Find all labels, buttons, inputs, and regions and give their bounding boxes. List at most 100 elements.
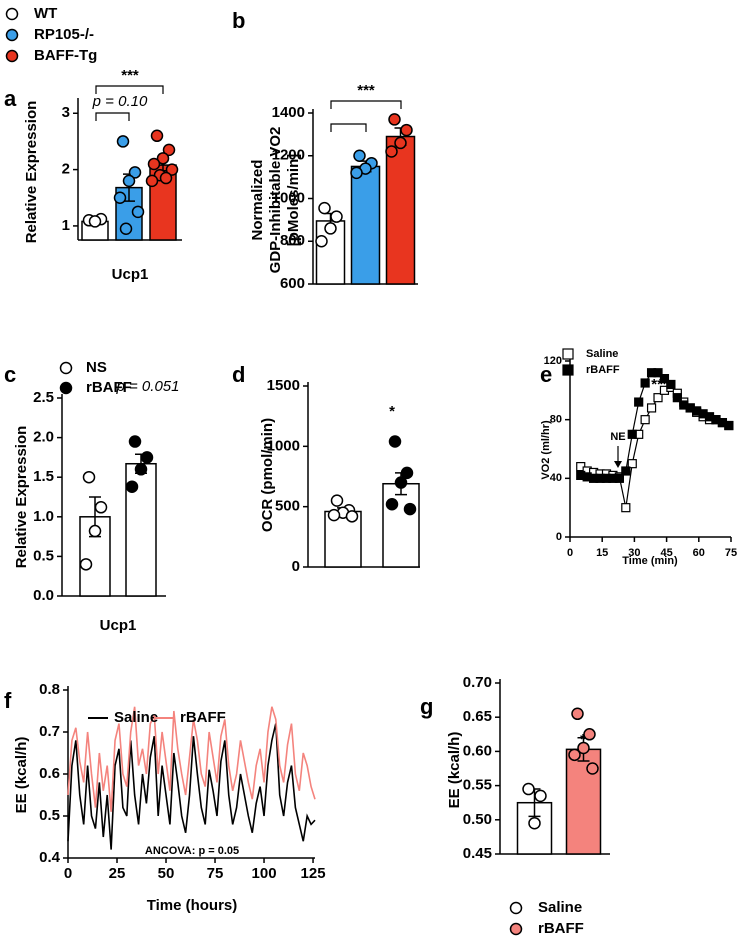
y-tick-label: 0.5 bbox=[39, 807, 60, 824]
data-point bbox=[119, 222, 133, 235]
data-point bbox=[122, 174, 136, 188]
data-point bbox=[165, 163, 179, 176]
legend-label: Saline bbox=[114, 709, 158, 726]
data-point bbox=[88, 524, 102, 538]
marker bbox=[672, 393, 682, 403]
data-point bbox=[128, 166, 142, 179]
x-tick-label: 60 bbox=[693, 547, 705, 559]
legend-label: BAFF-Tg bbox=[34, 47, 97, 64]
data-point bbox=[140, 451, 154, 464]
y-tick-label: 1 bbox=[62, 217, 70, 234]
y-tick-label: 0 bbox=[292, 558, 300, 575]
data-point bbox=[568, 748, 581, 762]
y-tick-label: 600 bbox=[280, 275, 305, 292]
data-point bbox=[79, 558, 93, 571]
x-tick-label: 125 bbox=[301, 865, 326, 882]
x-tick-label: 0 bbox=[567, 547, 573, 559]
y-axis-label: EE (kcal/h) bbox=[446, 732, 463, 809]
data-point bbox=[571, 707, 584, 721]
x-axis-label: Time (hours) bbox=[147, 897, 238, 914]
legend-label: rBAFF bbox=[180, 709, 226, 726]
bracket bbox=[330, 123, 367, 132]
x-tick-label: 50 bbox=[158, 865, 175, 882]
data-point bbox=[162, 143, 176, 157]
y-tick-label: 0.8 bbox=[39, 681, 60, 698]
x-tick-label: 75 bbox=[725, 547, 737, 559]
annotation: *** bbox=[121, 67, 139, 84]
data-point bbox=[315, 235, 328, 248]
category-label: Ucp1 bbox=[100, 617, 137, 634]
y-tick-label: 2.5 bbox=[33, 389, 54, 406]
y-axis-label: VO2 (ml/hr) bbox=[540, 420, 552, 480]
y-tick-label: 0.70 bbox=[463, 674, 492, 691]
legend-marker bbox=[5, 28, 19, 42]
data-point bbox=[156, 152, 170, 165]
data-point bbox=[583, 728, 596, 741]
legend-marker bbox=[5, 7, 19, 21]
annotation: NE bbox=[610, 431, 625, 443]
y-axis-label: OCR (pmol/min) bbox=[259, 418, 276, 532]
annotation: ANCOVA: p = 0.05 bbox=[145, 845, 239, 857]
data-point bbox=[388, 435, 402, 448]
data-point bbox=[327, 508, 341, 522]
marker bbox=[614, 473, 624, 483]
legend-label: Saline bbox=[538, 899, 582, 916]
annotation: * bbox=[389, 403, 395, 420]
legend-marker bbox=[562, 348, 574, 360]
y-tick-label: 40 bbox=[550, 472, 562, 484]
y-tick-label: 0.65 bbox=[463, 708, 492, 725]
data-point bbox=[385, 145, 398, 158]
y-tick-label: 3 bbox=[62, 104, 70, 121]
marker bbox=[621, 466, 631, 476]
data-point bbox=[522, 782, 535, 796]
marker bbox=[640, 378, 650, 388]
legend-label: NS bbox=[86, 359, 107, 376]
legend-marker bbox=[59, 361, 73, 375]
y-tick-label: 0.50 bbox=[463, 811, 492, 828]
marker bbox=[634, 397, 644, 407]
x-tick-label: 100 bbox=[252, 865, 277, 882]
legend-label: WT bbox=[34, 5, 57, 22]
y-tick-label: 1000 bbox=[272, 189, 305, 206]
data-point bbox=[586, 762, 599, 775]
data-point bbox=[577, 741, 590, 755]
panel-letter: g bbox=[420, 694, 433, 719]
bracket bbox=[95, 112, 130, 121]
data-point bbox=[159, 171, 173, 185]
data-point bbox=[394, 136, 407, 150]
marker bbox=[640, 415, 650, 425]
panel-letter: f bbox=[4, 688, 12, 713]
y-axis-label: Normalized bbox=[249, 160, 266, 241]
y-axis-label: Relative Expression bbox=[23, 101, 40, 244]
legend-marker bbox=[562, 364, 574, 376]
marker bbox=[653, 393, 663, 403]
arrow-head bbox=[614, 461, 622, 468]
x-tick-label: 0 bbox=[64, 865, 72, 882]
data-point bbox=[134, 463, 148, 476]
y-tick-label: 1000 bbox=[267, 437, 300, 454]
panel-letter: b bbox=[232, 8, 245, 33]
data-point bbox=[394, 476, 408, 489]
data-point bbox=[116, 135, 130, 148]
marker bbox=[621, 503, 631, 513]
y-tick-label: 1.0 bbox=[33, 508, 54, 525]
data-point bbox=[145, 174, 159, 188]
marker bbox=[666, 379, 676, 390]
y-tick-label: 1400 bbox=[272, 104, 305, 121]
legend-label: rBAFF bbox=[86, 379, 132, 396]
bracket bbox=[330, 100, 402, 109]
y-tick-label: 0.6 bbox=[39, 765, 60, 782]
data-point bbox=[113, 191, 127, 205]
data-point bbox=[147, 157, 161, 171]
bracket bbox=[95, 85, 164, 94]
data-point bbox=[330, 494, 344, 507]
y-tick-label: 0.45 bbox=[463, 845, 492, 862]
data-point bbox=[400, 466, 414, 480]
data-point bbox=[350, 166, 363, 180]
marker bbox=[627, 459, 637, 469]
line bbox=[67, 723, 316, 850]
legend-label: Saline bbox=[586, 348, 618, 360]
y-tick-label: 120 bbox=[544, 355, 562, 367]
y-tick-label: 0.60 bbox=[463, 742, 492, 759]
